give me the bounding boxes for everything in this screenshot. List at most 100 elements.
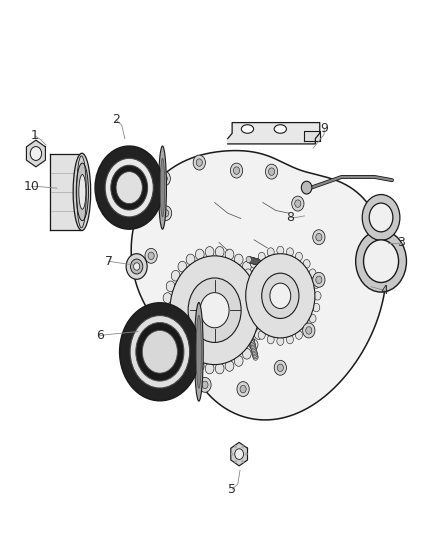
Circle shape	[235, 449, 244, 459]
Circle shape	[301, 181, 312, 194]
Circle shape	[258, 252, 265, 261]
Circle shape	[240, 292, 247, 300]
Circle shape	[167, 350, 179, 365]
Circle shape	[171, 270, 180, 281]
Circle shape	[249, 338, 254, 344]
Circle shape	[253, 258, 258, 264]
Circle shape	[369, 203, 393, 232]
Ellipse shape	[194, 303, 203, 401]
Circle shape	[166, 329, 175, 340]
Circle shape	[237, 382, 249, 397]
Circle shape	[159, 206, 172, 221]
Circle shape	[162, 305, 171, 316]
Circle shape	[254, 259, 259, 265]
Circle shape	[199, 377, 211, 392]
Circle shape	[163, 317, 172, 328]
Circle shape	[144, 307, 156, 322]
Circle shape	[170, 353, 176, 361]
Circle shape	[277, 246, 284, 255]
Circle shape	[246, 254, 315, 338]
Circle shape	[247, 330, 253, 337]
Circle shape	[268, 168, 275, 175]
Circle shape	[196, 159, 202, 166]
Circle shape	[251, 348, 257, 354]
Circle shape	[267, 335, 274, 344]
Text: 3: 3	[397, 236, 405, 249]
Circle shape	[134, 263, 140, 270]
Circle shape	[247, 256, 252, 263]
Circle shape	[295, 331, 303, 340]
Circle shape	[251, 345, 256, 351]
Circle shape	[303, 323, 315, 338]
Text: 7: 7	[105, 255, 113, 268]
Circle shape	[251, 324, 258, 332]
Circle shape	[246, 256, 251, 263]
Circle shape	[274, 360, 286, 375]
Circle shape	[243, 261, 251, 272]
Circle shape	[215, 363, 224, 374]
Circle shape	[303, 260, 310, 268]
Polygon shape	[304, 131, 320, 141]
Circle shape	[295, 200, 301, 207]
Circle shape	[126, 254, 147, 279]
Circle shape	[292, 196, 304, 211]
Circle shape	[250, 341, 255, 347]
Circle shape	[215, 247, 224, 257]
Ellipse shape	[76, 163, 88, 221]
Text: 5: 5	[228, 483, 236, 496]
Circle shape	[261, 273, 299, 318]
Circle shape	[249, 340, 258, 350]
Circle shape	[252, 350, 257, 356]
Circle shape	[145, 248, 157, 263]
Circle shape	[241, 280, 248, 288]
Circle shape	[170, 256, 259, 365]
Circle shape	[241, 460, 244, 463]
Circle shape	[251, 258, 257, 264]
Circle shape	[186, 254, 195, 265]
Circle shape	[30, 147, 42, 160]
Polygon shape	[131, 151, 387, 420]
Circle shape	[254, 281, 263, 292]
Circle shape	[258, 331, 265, 340]
Circle shape	[130, 316, 190, 388]
Text: 9: 9	[320, 123, 328, 135]
Circle shape	[254, 259, 259, 265]
Circle shape	[267, 248, 274, 256]
Circle shape	[251, 258, 256, 264]
Circle shape	[248, 335, 254, 341]
Ellipse shape	[274, 125, 286, 133]
Text: 1: 1	[31, 130, 39, 142]
Circle shape	[248, 332, 253, 338]
Circle shape	[234, 460, 237, 463]
Circle shape	[258, 317, 266, 328]
Circle shape	[265, 164, 278, 179]
Circle shape	[316, 233, 322, 241]
Circle shape	[241, 445, 244, 448]
Ellipse shape	[73, 154, 91, 230]
Circle shape	[205, 363, 214, 374]
Circle shape	[250, 342, 255, 349]
Circle shape	[313, 230, 325, 245]
Circle shape	[270, 283, 291, 309]
Circle shape	[171, 340, 180, 350]
Circle shape	[225, 361, 234, 372]
Circle shape	[309, 314, 316, 323]
Circle shape	[249, 336, 254, 343]
Circle shape	[252, 351, 258, 357]
Circle shape	[200, 293, 229, 328]
Circle shape	[314, 292, 321, 300]
Circle shape	[142, 330, 177, 373]
Circle shape	[249, 257, 254, 264]
Circle shape	[245, 453, 247, 456]
Circle shape	[131, 259, 143, 274]
Circle shape	[277, 364, 283, 372]
Circle shape	[188, 278, 241, 343]
Ellipse shape	[241, 125, 254, 133]
Circle shape	[250, 339, 255, 345]
Circle shape	[248, 257, 253, 263]
Circle shape	[116, 172, 142, 204]
Text: 10: 10	[24, 180, 39, 193]
Circle shape	[356, 230, 406, 292]
Circle shape	[205, 247, 214, 257]
Circle shape	[253, 259, 258, 265]
